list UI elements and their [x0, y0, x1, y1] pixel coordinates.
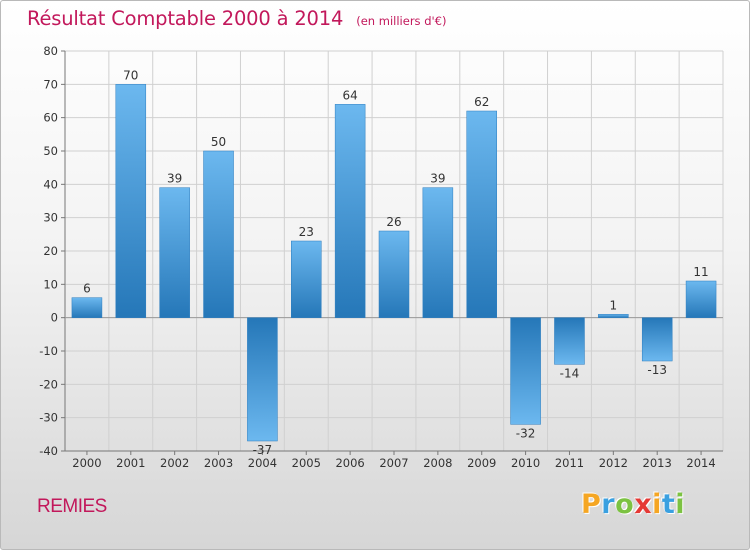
x-tick-label-2006: 2006: [335, 456, 364, 470]
value-label-2004: -37: [253, 443, 273, 457]
x-tick-label-2003: 2003: [204, 456, 233, 470]
bar-2009: [466, 110, 497, 318]
bar-2006: [334, 104, 366, 318]
bar-2001: [115, 84, 147, 318]
y-tick-label: 30: [43, 211, 58, 225]
x-tick-label-2009: 2009: [467, 456, 496, 470]
y-tick-label: 10: [43, 277, 58, 291]
value-label-2014: 11: [693, 265, 708, 279]
x-tick-label-2013: 2013: [643, 456, 672, 470]
value-label-2002: 39: [167, 172, 182, 186]
x-tick-label-2010: 2010: [511, 456, 540, 470]
x-tick-label-2005: 2005: [292, 456, 321, 470]
value-label-2006: 64: [342, 88, 357, 102]
value-label-2011: -14: [560, 366, 580, 380]
value-label-2009: 62: [474, 95, 489, 109]
x-tick-label-2008: 2008: [423, 456, 452, 470]
grid-lines: [64, 50, 724, 452]
value-label-2010: -32: [516, 426, 536, 440]
y-tick-label: 20: [43, 244, 58, 258]
bar-2000: [71, 297, 103, 318]
x-tick-label-2007: 2007: [379, 456, 408, 470]
bars: [71, 84, 717, 442]
y-tick-label: -10: [39, 344, 58, 358]
y-tick-label: -20: [39, 377, 58, 391]
bar-2007: [378, 230, 410, 318]
x-tick-label-2014: 2014: [686, 456, 715, 470]
value-label-2001: 70: [123, 68, 138, 82]
bar-2003: [203, 150, 234, 318]
x-tick-label-2001: 2001: [116, 456, 145, 470]
value-label-2003: 50: [211, 135, 226, 149]
value-label-2012: 1: [610, 298, 618, 312]
y-tick-label: 60: [43, 111, 58, 125]
y-tick-label: 80: [43, 44, 58, 58]
value-label-2005: 23: [299, 225, 314, 239]
logo-letter: r: [601, 489, 616, 520]
x-tick-label-2011: 2011: [555, 456, 584, 470]
logo-letter: o: [615, 489, 635, 520]
bar-2002: [159, 187, 190, 318]
value-label-2013: -13: [647, 363, 667, 377]
x-tick-label-2004: 2004: [248, 456, 277, 470]
proxiti-logo: Proxiti: [581, 489, 685, 520]
value-label-2000: 6: [83, 282, 91, 296]
y-tick-label: 70: [43, 77, 58, 91]
bar-2008: [422, 187, 454, 318]
y-tick-label: -40: [39, 444, 58, 458]
title-row: Résultat Comptable 2000 à 2014 (en milli…: [27, 7, 446, 30]
logo-letter: i: [652, 489, 662, 520]
place-name: REMIES: [37, 496, 107, 517]
chart-subtitle: (en milliers d'€): [356, 14, 447, 28]
logo-letter: i: [675, 489, 686, 520]
y-tick-label: 0: [51, 311, 58, 325]
chart-title: Résultat Comptable 2000 à 2014: [27, 7, 344, 30]
y-tick-label: 50: [43, 144, 58, 158]
y-tick-label: 40: [43, 177, 58, 191]
value-label-2008: 39: [430, 172, 445, 186]
x-tick-label-2012: 2012: [599, 456, 628, 470]
bar-2012: [598, 314, 629, 318]
x-tick-label-2002: 2002: [160, 456, 189, 470]
bar-2004: [247, 317, 278, 442]
logo-letter: P: [581, 489, 602, 520]
bar-2014: [685, 280, 717, 318]
data-labels: 6 70 39 50 -37 23 64 26 39 62 -32 -14 1 -13 11: [83, 68, 709, 457]
bar-2005: [291, 240, 322, 318]
bar-2013: [641, 317, 673, 362]
y-tick-label: -30: [39, 411, 58, 425]
logo-letter: x: [634, 489, 653, 520]
bar-2011: [554, 317, 585, 365]
logo-letter: t: [661, 489, 676, 520]
value-label-2007: 26: [386, 215, 401, 229]
x-tick-label-2000: 2000: [72, 456, 101, 470]
bar-2010: [510, 317, 541, 425]
